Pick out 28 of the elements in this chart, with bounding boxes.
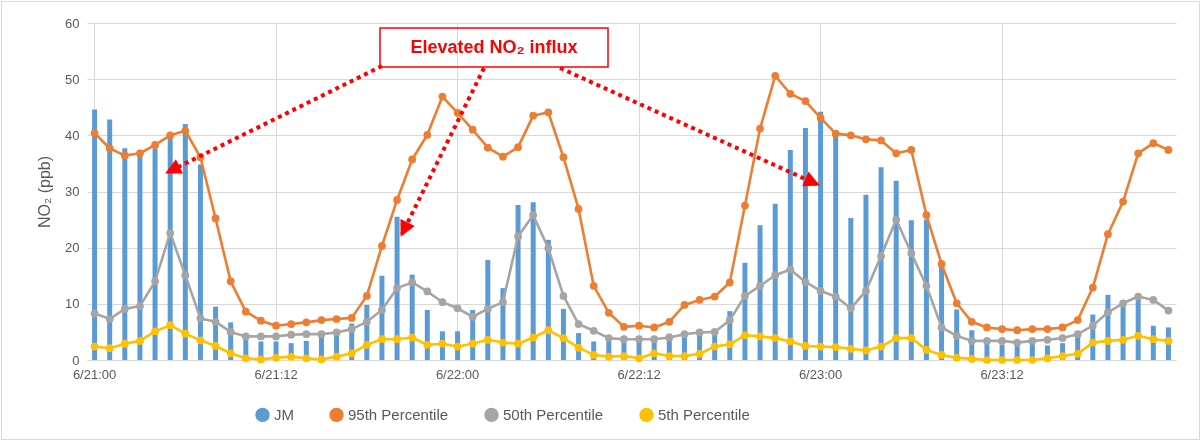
x-tick-label: 6/23:12	[980, 366, 1024, 382]
bar	[197, 164, 203, 360]
bar	[107, 119, 113, 360]
x-tick-label: 6/21:00	[72, 366, 117, 382]
y-tick-label: 50	[65, 71, 80, 87]
legend-label: 50th Percentile	[503, 405, 604, 423]
bar	[863, 194, 869, 360]
x-tick-label: 6/21:12	[254, 366, 298, 382]
legend-label: 95th Percentile	[348, 405, 449, 423]
y-tick-label: 20	[65, 240, 80, 256]
bar	[787, 149, 793, 360]
y-tick-label: 10	[65, 296, 80, 312]
bar	[92, 109, 98, 360]
x-tick-label: 6/22:00	[435, 366, 480, 382]
x-tick-label: 6/22:12	[617, 366, 661, 382]
y-tick-label: 0	[72, 352, 80, 368]
x-tick-label: 6/23:00	[798, 366, 843, 382]
annotation: Elevated NO₂ influx	[410, 37, 578, 57]
legend-label: JM	[274, 405, 294, 423]
y-tick-label: 60	[65, 15, 80, 31]
bar	[802, 128, 808, 360]
y-tick-label: 40	[65, 127, 80, 143]
y-axis-title: NO₂ (ppb)	[36, 155, 54, 229]
bar	[772, 203, 778, 360]
bar	[878, 167, 884, 360]
y-tick-label: 30	[65, 184, 80, 199]
bar	[122, 148, 128, 360]
legend-label: 5th Percentile	[658, 405, 750, 423]
